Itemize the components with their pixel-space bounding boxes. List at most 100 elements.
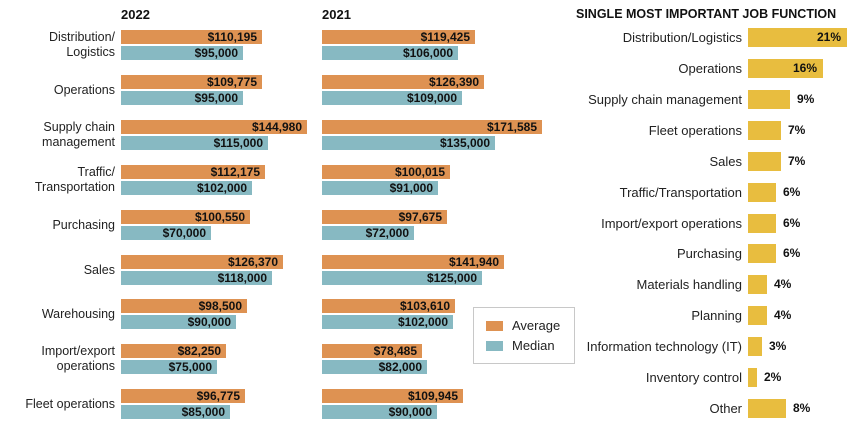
category-label: Operations [54, 75, 115, 105]
function-label: Supply chain management [588, 90, 742, 109]
average-bar-2021: $171,585 [322, 120, 542, 134]
function-label: Fleet operations [649, 121, 742, 140]
function-label-text: Supply chain management [588, 92, 742, 107]
bar-value-label: $135,000 [439, 136, 490, 150]
average-bar-2022: $110,195 [121, 30, 262, 44]
function-label-text: Materials handling [636, 277, 742, 292]
function-label-text: Import/export operations [601, 216, 742, 231]
category-label: Traffic/Transportation [35, 165, 115, 195]
bar-value-label: $98,500 [198, 299, 242, 313]
function-label: Sales [709, 152, 742, 171]
function-label: Distribution/Logistics [623, 28, 742, 47]
function-label: Purchasing [677, 244, 742, 263]
percent-value-label: 8% [793, 401, 811, 415]
bar-value-label: $112,175 [210, 165, 260, 179]
category-label-line: Import/export [41, 344, 115, 358]
bar-value-label: $103,610 [399, 299, 450, 313]
bar-value-label: $100,550 [194, 210, 245, 224]
bar-value-label: $102,000 [196, 181, 247, 195]
function-label: Materials handling [636, 275, 742, 294]
average-bar-2022: $82,250 [121, 344, 226, 358]
average-bar-2021: $109,945 [322, 389, 463, 403]
median-bar-2022: $85,000 [121, 405, 230, 419]
column-header-2022: 2022 [121, 7, 150, 22]
function-label: Information technology (IT) [587, 337, 742, 356]
percent-value-label: 3% [769, 339, 787, 353]
category-label-line: Operations [53, 82, 115, 97]
bar-value-label: $70,000 [162, 226, 206, 240]
category-label-line: Sales [83, 262, 115, 277]
average-bar-2021: $103,610 [322, 299, 455, 313]
bar-value-label: $78,485 [373, 344, 417, 358]
percent-bar [748, 399, 786, 418]
median-bar-2022: $115,000 [121, 136, 268, 150]
percent-value-label: 6% [783, 216, 801, 230]
category-label: Fleet operations [25, 389, 115, 419]
function-label: Traffic/Transportation [620, 183, 742, 202]
percent-bar [748, 306, 767, 325]
bar-value-label: $118,000 [217, 271, 267, 285]
function-label-text: Distribution/Logistics [622, 30, 742, 45]
bar-value-label: $91,000 [389, 181, 433, 195]
median-bar-2022: $75,000 [121, 360, 217, 374]
legend-item-median: Median [486, 338, 574, 353]
right-panel-title: SINGLE MOST IMPORTANT JOB FUNCTION [576, 7, 837, 21]
percent-bar: 21% [748, 28, 847, 47]
bar-value-label: $72,000 [365, 226, 409, 240]
category-label-line: Logistics [66, 45, 115, 59]
category-label: Purchasing [52, 210, 115, 240]
median-bar-2022: $95,000 [121, 91, 243, 105]
percent-value-label: 7% [788, 123, 806, 137]
legend-item-average: Average [486, 318, 574, 333]
percent-bar [748, 183, 776, 202]
median-color-swatch [486, 340, 503, 351]
function-label: Planning [691, 306, 742, 325]
column-header-2021: 2021 [322, 7, 351, 22]
category-label: Sales [84, 255, 115, 285]
average-bar-2021: $97,675 [322, 210, 447, 224]
percent-bar [748, 275, 767, 294]
function-label-text: Planning [691, 308, 742, 323]
median-bar-2021: $82,000 [322, 360, 427, 374]
function-label: Operations [678, 59, 742, 78]
function-label-text: Other [709, 401, 742, 416]
bar-value-label: $100,015 [394, 165, 445, 179]
average-bar-2022: $109,775 [121, 75, 262, 89]
average-bar-2022: $100,550 [121, 210, 250, 224]
median-bar-2021: $91,000 [322, 181, 438, 195]
average-bar-2021: $100,015 [322, 165, 450, 179]
median-bar-2022: $102,000 [121, 181, 252, 195]
category-label-line: Purchasing [52, 217, 115, 232]
category-label-line: Traffic/ [77, 165, 115, 179]
percent-value-label: 2% [764, 370, 782, 384]
average-bar-2022: $112,175 [121, 165, 265, 179]
percent-bar [748, 244, 776, 263]
function-label: Inventory control [646, 368, 742, 387]
bar-value-label: $144,980 [251, 120, 302, 134]
percent-bar [748, 90, 790, 109]
category-label-line: Distribution/ [49, 30, 115, 44]
bar-value-label: $75,000 [168, 360, 212, 374]
median-bar-2021: $109,000 [322, 91, 462, 105]
function-label-text: Fleet operations [648, 123, 742, 138]
bar-value-label: $109,000 [406, 91, 457, 105]
percent-value-label: 9% [797, 92, 815, 106]
legend: Average Median [473, 307, 575, 364]
percent-bar [748, 152, 781, 171]
percent-bar [748, 121, 781, 140]
function-label: Import/export operations [601, 214, 742, 233]
function-label-text: Traffic/Transportation [619, 185, 742, 200]
median-bar-2021: $102,000 [322, 315, 453, 329]
bar-value-label: $141,940 [448, 255, 499, 269]
category-label: Warehousing [42, 299, 115, 329]
category-label-line: operations [56, 359, 115, 373]
percent-value-label: 6% [783, 185, 801, 199]
percent-bar [748, 214, 776, 233]
bar-value-label: $96,775 [196, 389, 240, 403]
category-label-line: Warehousing [41, 306, 115, 321]
bar-value-label: $125,000 [426, 271, 477, 285]
percent-value-label: 16% [792, 61, 817, 75]
category-label: Supply chain management [42, 120, 115, 150]
legend-label-median: Median [512, 338, 555, 353]
